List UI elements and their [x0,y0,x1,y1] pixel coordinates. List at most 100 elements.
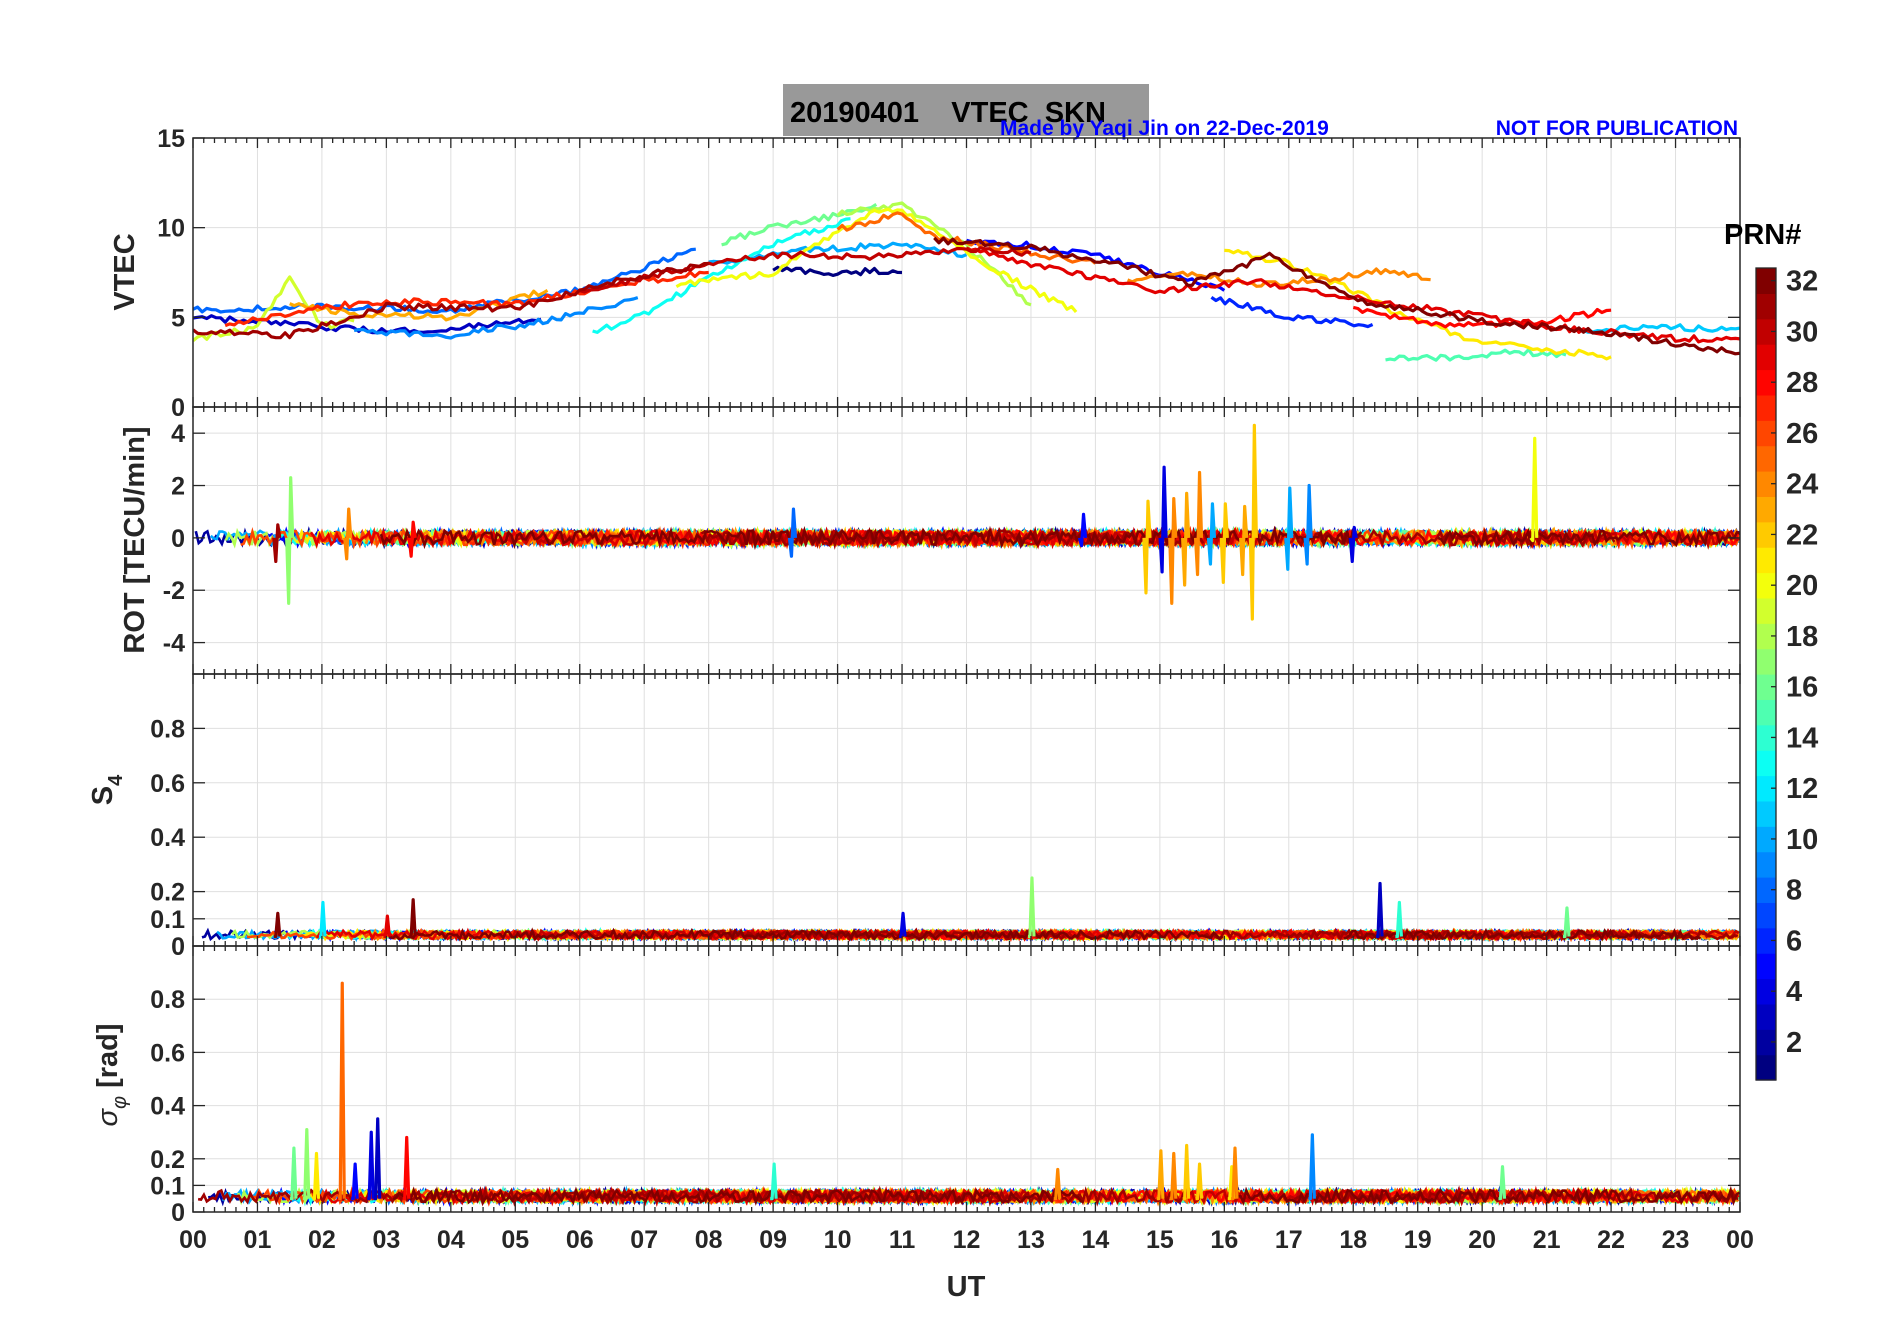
spike-mark [367,1130,375,1201]
colorbar-tick-label: 6 [1786,925,1802,957]
x-tick-label: 02 [308,1226,336,1254]
vtec-series-line [579,246,1032,294]
y-tick-label: 5 [171,304,185,332]
colorbar-segment [1756,445,1776,472]
x-tick-label: 18 [1339,1226,1367,1254]
vtec-series-line [193,261,709,340]
spike-mark [1193,470,1204,577]
y-tick-label: 0.2 [150,879,185,907]
data-layer [197,981,1740,1208]
vtec-series-line [1127,267,1431,288]
spike-mark [1156,1149,1165,1201]
x-tick-label: 06 [566,1226,594,1254]
vtec-series-line [1385,348,1567,362]
colorbar-tick-label: 26 [1786,418,1818,450]
colorbar-segment [1756,902,1776,929]
s4-ylabel: S4 [87,774,127,805]
sigma-phi-panel: 00.10.2 0.4 0.6 0.8 [150,945,1741,1227]
colorbar-segment [1756,293,1776,320]
x-tick-label: 17 [1275,1226,1303,1254]
colorbar-segment [1756,826,1776,853]
y-tick-label: 10 [157,215,185,243]
data-layer [193,201,1740,362]
spike-mark [1195,1162,1204,1201]
colorbar-segment [1756,674,1776,700]
colorbar-segment [1756,597,1776,624]
sigma-ylabel: σφ [rad] [92,1023,131,1126]
spike-mark [1376,881,1384,939]
colorbar-segment [1756,268,1776,294]
colorbar-segment [1756,420,1776,447]
spike-mark [338,981,346,1201]
colorbar-tick-label: 24 [1786,469,1818,501]
y-tick-label: 4 [171,420,185,448]
spike-mark [899,911,907,939]
colorbar-tick-label: 28 [1786,367,1818,399]
spike-mark [402,1135,411,1201]
spike-mark [1308,1133,1316,1201]
x-tick-label: 04 [437,1226,465,1254]
colorbar-segment [1756,978,1776,1005]
spike-mark [1169,1151,1178,1201]
colorbar-segment [1756,572,1776,599]
vtec-series-line [772,265,903,277]
y-tick-label: 0 [171,1199,185,1227]
tick-marks [192,674,1741,947]
x-tick-label: 13 [1017,1226,1045,1254]
colorbar-segment [1756,750,1776,777]
x-tick-label: 08 [695,1226,723,1254]
spike-mark [272,523,282,564]
notice-text: NOT FOR PUBLICATION [1496,117,1738,140]
spike-mark [318,900,327,939]
noise-series-line [1343,927,1702,942]
noise-series-line [392,1186,1084,1207]
x-axis-ticks: 00 01 02 03 04 05 06 07 08 09 10 11 12 13 14 15 16 17 18 19… [179,1226,1754,1254]
y-tick-label: -4 [163,630,185,658]
vtec-series-line [1224,248,1612,361]
spike-mark [1142,499,1152,595]
vtec-series-line [1578,323,1740,334]
y-tick-label: 0 [171,525,185,553]
y-tick-label: -2 [163,577,185,605]
spike-mark [273,911,282,939]
y-tick-label: 0.1 [150,906,185,934]
spike-mark [1027,876,1036,939]
x-tick-label: 07 [630,1226,658,1254]
spike-mark [787,507,798,558]
x-tick-label: 21 [1533,1226,1561,1254]
rot-ylabel: ROT [TECU/min] [119,426,151,653]
y-tick-label: 0.8 [150,986,185,1014]
spike-mark [285,476,295,605]
spike-mark [1284,486,1294,571]
colorbar-segment [1756,1003,1776,1030]
x-tick-label: 20 [1468,1226,1496,1254]
colorbar-segment [1756,953,1776,980]
noise-series-line [386,927,1224,942]
y-tick-label: 0.8 [150,715,185,743]
spike-mark [1181,491,1191,587]
vtec-series-line [592,217,851,334]
spike-mark [770,1162,778,1201]
y-tick-label: 0.4 [150,824,185,852]
x-tick-label: 05 [501,1226,529,1254]
spike-mark [373,1117,382,1201]
spike-mark [1219,502,1229,584]
spike-mark [343,507,353,561]
colorbar-segment [1756,394,1776,421]
data-layer [194,423,1740,621]
colorbar-tick-label: 10 [1786,824,1818,856]
colorbar-segment [1756,927,1776,954]
spike-mark [383,914,391,939]
colorbar-segment [1756,471,1776,497]
rot-panel: -4 -2 0 2 4 [163,406,1741,675]
colorbar-frame [1755,267,1777,1081]
spike-mark [1168,497,1178,605]
x-tick-label: 12 [953,1226,981,1254]
x-tick-label: 00 [179,1226,207,1254]
y-tick-label: 0.6 [150,1039,185,1067]
colorbar-segment [1756,648,1776,675]
x-tick-label: 09 [759,1226,787,1254]
spike-mark [1395,900,1403,939]
vtec-series-line [353,296,639,340]
